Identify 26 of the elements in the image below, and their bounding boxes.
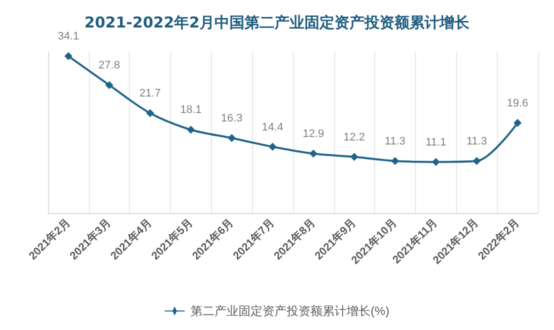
data-label: 19.6: [506, 97, 528, 110]
data-label: 21.7: [139, 88, 161, 100]
data-label: 16.3: [221, 112, 242, 125]
data-label: 12.2: [344, 131, 365, 144]
data-label: 11.3: [384, 136, 406, 148]
data-label: 27.8: [98, 60, 120, 72]
point: [186, 126, 195, 134]
point: [309, 150, 318, 158]
point: [432, 158, 440, 166]
data-label: 12.9: [302, 128, 324, 140]
data-label: 18.1: [180, 104, 202, 116]
point: [514, 118, 522, 127]
point: [472, 157, 481, 166]
point: [268, 142, 277, 151]
data-label: 11.3: [466, 136, 488, 148]
legend-label: 第二产业固定资产投资额累计增长(%): [190, 304, 390, 318]
data-label: 34.1: [58, 30, 80, 43]
point: [228, 134, 236, 142]
point: [391, 157, 400, 166]
data-label: 11.1: [426, 136, 446, 148]
point: [105, 81, 114, 90]
point: [146, 109, 154, 118]
chart-title: 2021-2022年2月中国第二产业固定资产投资额累计增长: [84, 14, 471, 32]
point: [64, 52, 72, 60]
point: [350, 152, 358, 161]
data-label: 14.4: [262, 121, 284, 134]
